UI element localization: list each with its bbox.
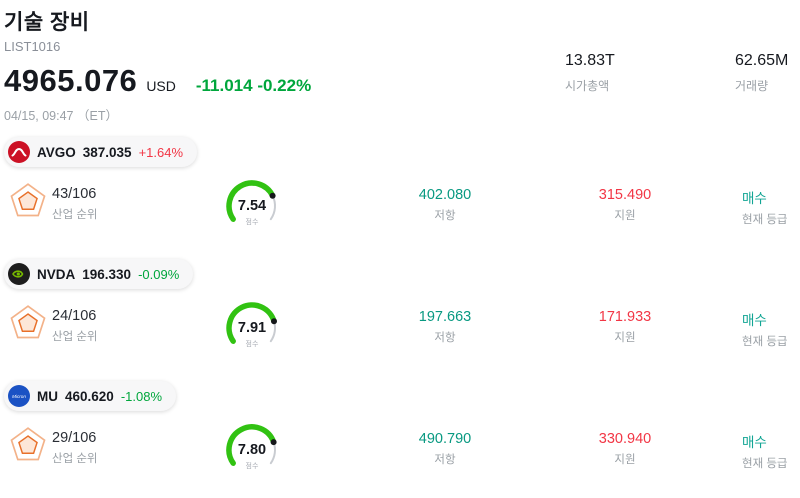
rating-col: 매수 현재 등급 <box>742 309 788 349</box>
nvda-logo-icon <box>8 263 30 285</box>
stock-price: 196.330 <box>82 266 132 282</box>
stock-change: +1.64% <box>138 144 184 160</box>
index-change: -11.014 -0.22% <box>195 76 312 95</box>
ticker-label: AVGO <box>37 144 76 160</box>
pentagon-radar-icon <box>8 304 48 347</box>
industry-rank: 43/106 산업 순위 <box>52 186 98 222</box>
score-label: 점수 <box>245 341 259 348</box>
support-label: 지원 <box>614 454 636 466</box>
support-value: 315.490 <box>598 187 652 203</box>
volume-label: 거래량 <box>735 79 769 93</box>
stock-row-nvda: NVDA 196.330 -0.09% 24/106 산업 순위 7.91 점수… <box>0 254 800 376</box>
score-gauge: 7.91 점수 <box>218 298 286 356</box>
list-id: LIST1016 <box>4 39 61 54</box>
resistance-col: 490.790 저항 <box>370 431 520 467</box>
stock-price: 387.035 <box>82 144 132 160</box>
page-title: 기술 장비 <box>4 11 90 34</box>
score-gauge: 7.80 점수 <box>218 420 286 478</box>
score-label: 점수 <box>245 463 259 470</box>
rating-value: 매수 <box>742 313 767 328</box>
rating-label: 현재 등급 <box>742 214 788 226</box>
ticker-label: MU <box>37 388 58 404</box>
score-value: 7.80 <box>237 442 267 458</box>
resistance-label: 저항 <box>434 454 456 466</box>
score-gauge-arc <box>218 176 286 239</box>
resistance-value: 490.790 <box>418 431 472 447</box>
industry-rank-value: 29/106 <box>52 430 97 446</box>
quote-datetime: 04/15, 09:47 （ET） <box>4 109 118 123</box>
stock-change: -0.09% <box>138 266 180 282</box>
mu-logo-icon: Micron <box>8 385 30 407</box>
support-col: 171.933 지원 <box>545 309 705 345</box>
support-label: 지원 <box>614 210 636 222</box>
support-col: 315.490 지원 <box>545 187 705 223</box>
volume-stat: 62.65M 거래량 <box>735 52 788 94</box>
industry-rank-label: 산업 순위 <box>52 209 98 221</box>
avgo-logo-icon <box>8 141 30 163</box>
support-col: 330.940 지원 <box>545 431 705 467</box>
industry-rank-value: 43/106 <box>52 186 97 202</box>
stock-price: 460.620 <box>65 388 114 404</box>
currency-label: USD <box>146 78 176 94</box>
stock-change: -1.08% <box>120 388 163 404</box>
stock-row-mu: Micron MU 460.620 -1.08% 29/106 산업 순위 7.… <box>0 376 800 498</box>
resistance-label: 저항 <box>434 210 456 222</box>
support-label: 지원 <box>614 332 636 344</box>
support-value: 330.940 <box>598 431 652 447</box>
score-gauge-arc <box>218 298 286 361</box>
ticker-label: NVDA <box>37 266 76 282</box>
score-value: 7.54 <box>237 198 267 214</box>
resistance-value: 197.663 <box>418 309 472 325</box>
stock-metrics: 43/106 산업 순위 7.54 점수 402.080 저항 315.490 … <box>0 170 800 254</box>
resistance-label: 저항 <box>434 332 456 344</box>
rating-value: 매수 <box>742 191 767 206</box>
stock-chip-mu[interactable]: Micron MU 460.620 -1.08% <box>4 381 177 411</box>
stock-chip-avgo[interactable]: AVGO 387.035 +1.64% <box>4 137 198 167</box>
stock-chip-nvda[interactable]: NVDA 196.330 -0.09% <box>4 259 194 289</box>
score-gauge: 7.54 점수 <box>218 176 286 234</box>
pentagon-radar-icon <box>8 182 48 225</box>
market-cap-value: 13.83T <box>565 52 615 69</box>
industry-rank-label: 산업 순위 <box>52 453 98 465</box>
index-header: 기술 장비 LIST1016 4965.076 USD -11.014 -0.2… <box>0 0 800 132</box>
industry-rank-label: 산업 순위 <box>52 331 98 343</box>
volume-value: 62.65M <box>735 52 789 69</box>
industry-rank: 24/106 산업 순위 <box>52 308 98 344</box>
stock-row-avgo: AVGO 387.035 +1.64% 43/106 산업 순위 7.54 점수… <box>0 132 800 254</box>
stock-metrics: 24/106 산업 순위 7.91 점수 197.663 저항 171.933 … <box>0 292 800 376</box>
score-label: 점수 <box>245 219 259 226</box>
rating-col: 매수 현재 등급 <box>742 431 788 471</box>
svg-text:Micron: Micron <box>12 394 26 399</box>
pentagon-radar-icon <box>8 426 48 469</box>
industry-rank-value: 24/106 <box>52 308 97 324</box>
stock-metrics: 29/106 산업 순위 7.80 점수 490.790 저항 330.940 … <box>0 414 800 498</box>
resistance-col: 402.080 저항 <box>370 187 520 223</box>
resistance-value: 402.080 <box>418 187 472 203</box>
support-value: 171.933 <box>598 309 652 325</box>
industry-rank: 29/106 산업 순위 <box>52 430 98 466</box>
market-cap-stat: 13.83T 시가총액 <box>565 52 615 94</box>
index-price: 4965.076 <box>4 63 138 98</box>
rating-value: 매수 <box>742 435 767 450</box>
index-price-line: 4965.076 USD -11.014 -0.22% <box>4 63 800 99</box>
score-gauge-arc <box>218 420 286 483</box>
score-value: 7.91 <box>237 320 267 336</box>
resistance-col: 197.663 저항 <box>370 309 520 345</box>
rating-col: 매수 현재 등급 <box>742 187 788 227</box>
rating-label: 현재 등급 <box>742 458 788 470</box>
rating-label: 현재 등급 <box>742 336 788 348</box>
market-cap-label: 시가총액 <box>565 79 610 93</box>
